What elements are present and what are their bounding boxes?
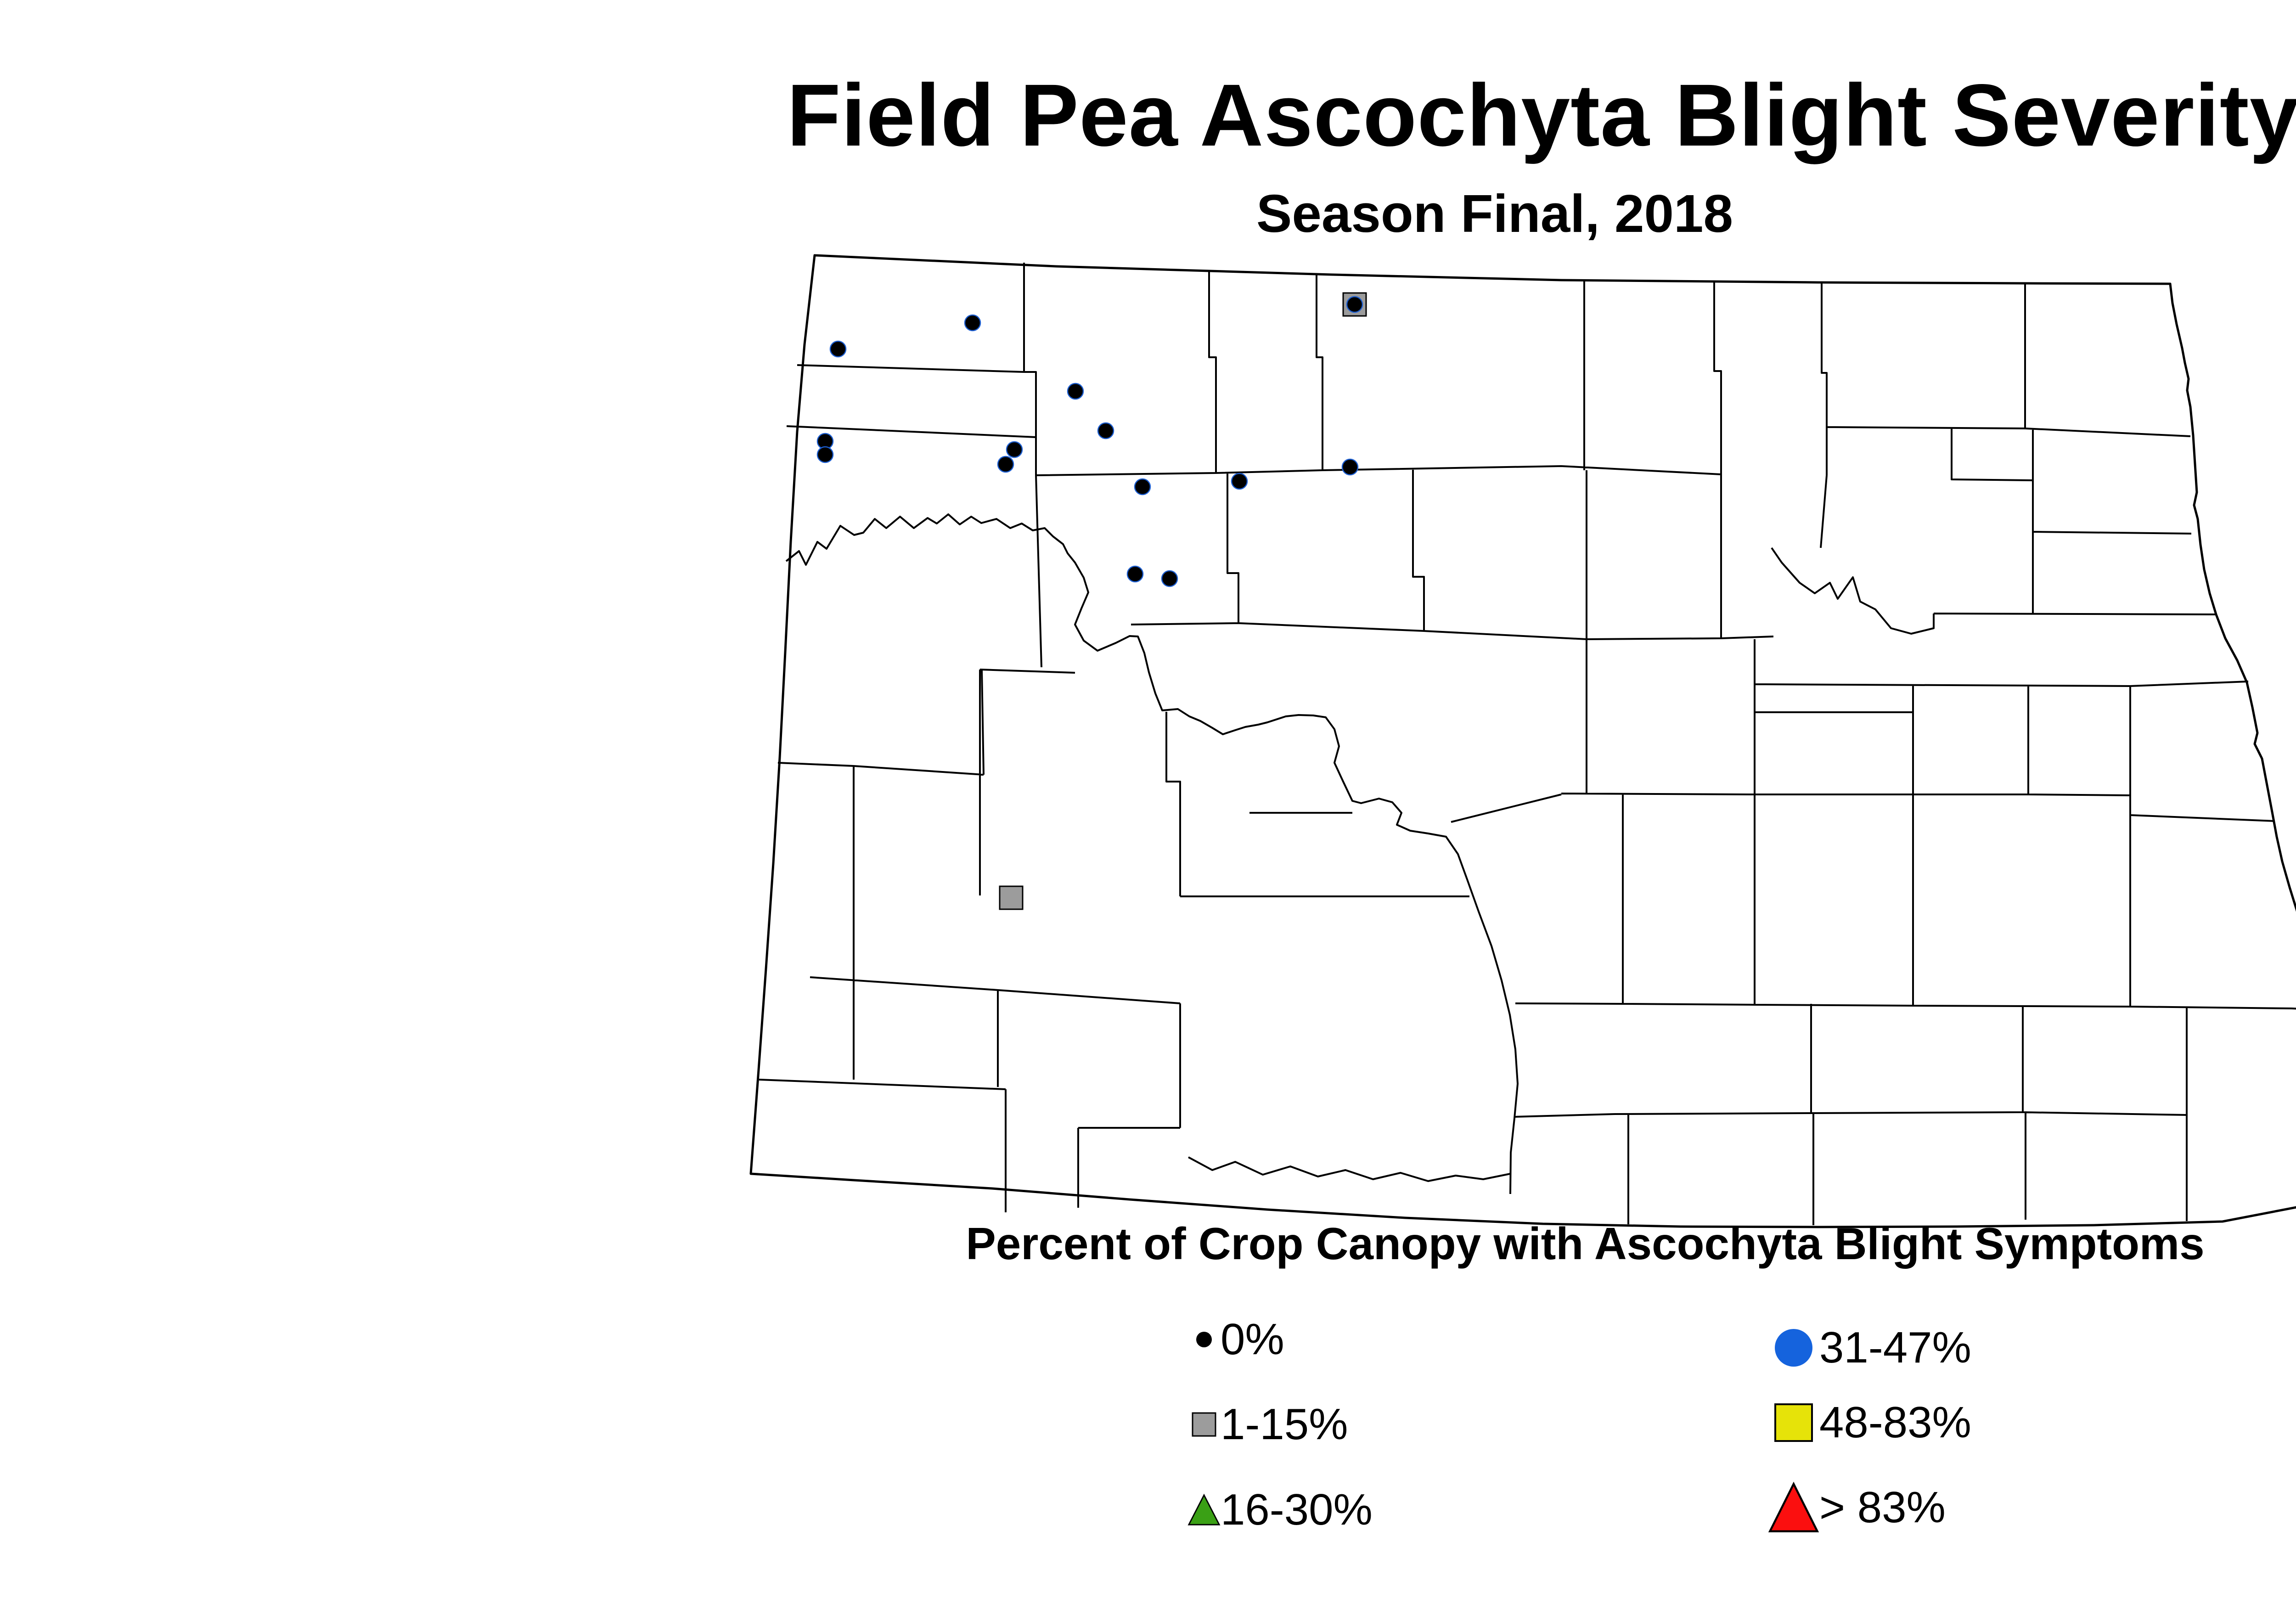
map-point-0 xyxy=(1161,570,1178,587)
map-point-0 xyxy=(829,340,847,358)
legend-title: Percent of Crop Canopy with Ascochyta Bl… xyxy=(966,1218,2205,1269)
dot-symbol-icon xyxy=(1187,1330,1221,1349)
legend-item-1-15pct: 1-15% xyxy=(1187,1395,1348,1454)
map-point-0 xyxy=(1134,478,1151,495)
red-triangle-symbol-icon xyxy=(1768,1479,1819,1537)
legend-item-16-30pct: 16-30% xyxy=(1187,1479,1373,1541)
legend-label-16-30pct: 16-30% xyxy=(1221,1485,1373,1534)
map-point-0 xyxy=(1067,383,1084,400)
legend-item-48-83pct: 48-83% xyxy=(1768,1392,1971,1453)
legend-label-1-15pct: 1-15% xyxy=(1221,1400,1348,1449)
map-point-0 xyxy=(997,456,1014,473)
map-point-0 xyxy=(1006,441,1023,458)
page-subtitle: Season Final, 2018 xyxy=(1256,184,1733,243)
map-point-0 xyxy=(1231,473,1248,490)
county-boundaries xyxy=(759,263,2296,1225)
map-point-115 xyxy=(999,885,1024,910)
page-title: Field Pea Ascochyta Blight Severity xyxy=(787,66,2296,164)
legend-item-31-47pct: 31-47% xyxy=(1768,1317,1971,1379)
yellow-square-symbol-icon xyxy=(1768,1402,1819,1443)
missouri-river xyxy=(785,513,1519,1194)
legend-label-48-83pct: 48-83% xyxy=(1819,1398,1971,1447)
map-point-0 xyxy=(964,314,981,332)
legend-item-0pct: 0% xyxy=(1187,1310,1284,1369)
green-triangle-symbol-icon xyxy=(1187,1492,1221,1527)
legend-label-gt83pct: > 83% xyxy=(1819,1483,1946,1532)
gray-square-symbol-icon xyxy=(1187,1412,1221,1437)
map-point-0 xyxy=(1097,422,1114,439)
data-points-layer xyxy=(816,292,1367,910)
map-point-0 xyxy=(1346,296,1363,313)
map-point-0 xyxy=(1126,565,1144,583)
legend-item-gt83pct: > 83% xyxy=(1768,1477,1946,1538)
legend-label-0pct: 0% xyxy=(1221,1315,1284,1364)
map-point-0 xyxy=(1341,458,1359,476)
map-point-0 xyxy=(816,446,834,463)
state-border xyxy=(749,254,2296,1228)
legend-label-31-47pct: 31-47% xyxy=(1819,1323,1971,1372)
blue-circle-symbol-icon xyxy=(1768,1328,1819,1368)
